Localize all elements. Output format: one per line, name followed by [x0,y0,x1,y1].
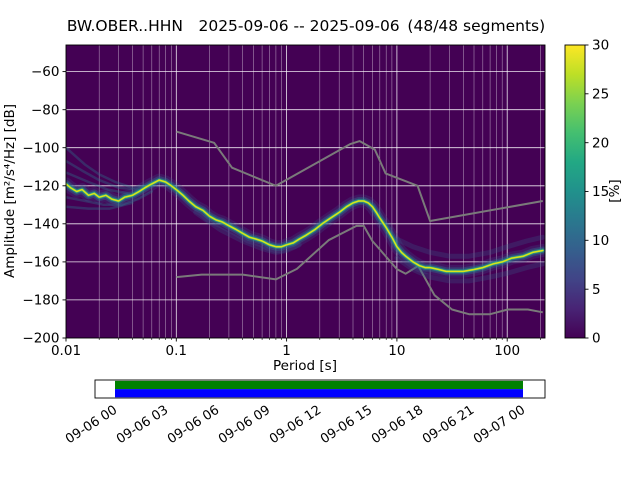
psd-spread-branch [66,171,129,195]
colorbar-tick-label: 5 [592,282,601,298]
axes-border [65,44,546,339]
curves [66,130,545,316]
y-tick-label: −80 [31,102,60,118]
timeline-coverage-bar [115,380,523,390]
colorbar: 0 5 10 15 20 25 30 [564,38,609,347]
x-tick-label: 100 [494,343,520,359]
noise-model-low [176,224,543,316]
timeline-date-label: 09-06 15 [318,403,375,447]
chart-title: BW.OBER..HHN 2025-09-06 -- 2025-09-06 (4… [67,17,545,35]
x-axis-label: Period [s] [273,358,337,374]
x-tick-label: 10 [388,343,405,359]
psd-spread-branch [394,255,545,284]
psd-spread-branch [66,201,134,210]
colorbar-tick-label: 0 [592,331,601,347]
x-tick-label: 0.01 [51,343,81,359]
colorbar-tick-label: 25 [592,86,609,102]
psd-spread-branch [66,159,140,191]
timeline-date-label: 09-06 12 [267,403,324,447]
y-tick-label: −60 [31,64,60,80]
colorbar-gradient [565,45,585,338]
psd-spread-branch [394,234,545,259]
psd-mode-line [66,179,544,273]
timeline-date-label: 09-06 18 [369,403,426,447]
colorbar-tick-label: 30 [592,38,609,54]
y-tick-label: −180 [22,293,59,309]
x-tick-label: 1 [282,343,291,359]
timeline-date-label: 09-06 09 [216,403,273,447]
timeline-extent-bar [115,389,523,398]
timeline-date-label: 09-06 03 [114,403,171,447]
y-tick-label: −140 [22,216,59,232]
psd-spread-branch [66,190,154,207]
timeline-date-label: 09-06 21 [420,403,477,447]
plot-background [66,45,545,338]
y-tick-label: −100 [22,140,59,156]
timeline-date-label: 09-06 06 [165,403,222,447]
timeline-date-label: 09-06 00 [63,403,120,447]
colorbar-tick-label: 15 [592,184,609,200]
y-axis-label: Amplitude [m²/s⁴/Hz] [dB] [2,104,18,278]
y-tick-label: −200 [22,331,59,347]
colorbar-label: [%] [607,179,623,202]
y-tick-label: −120 [22,178,59,194]
psd-spread-branch [193,209,302,255]
y-tick-label: −160 [22,255,59,271]
timeline-date-label: 09-07 00 [471,403,528,447]
noise-model-high [176,130,543,222]
colorbar-tick-label: 20 [592,135,609,151]
x-tick-label: 0.1 [166,343,187,359]
colorbar-tick-label: 10 [592,233,609,249]
